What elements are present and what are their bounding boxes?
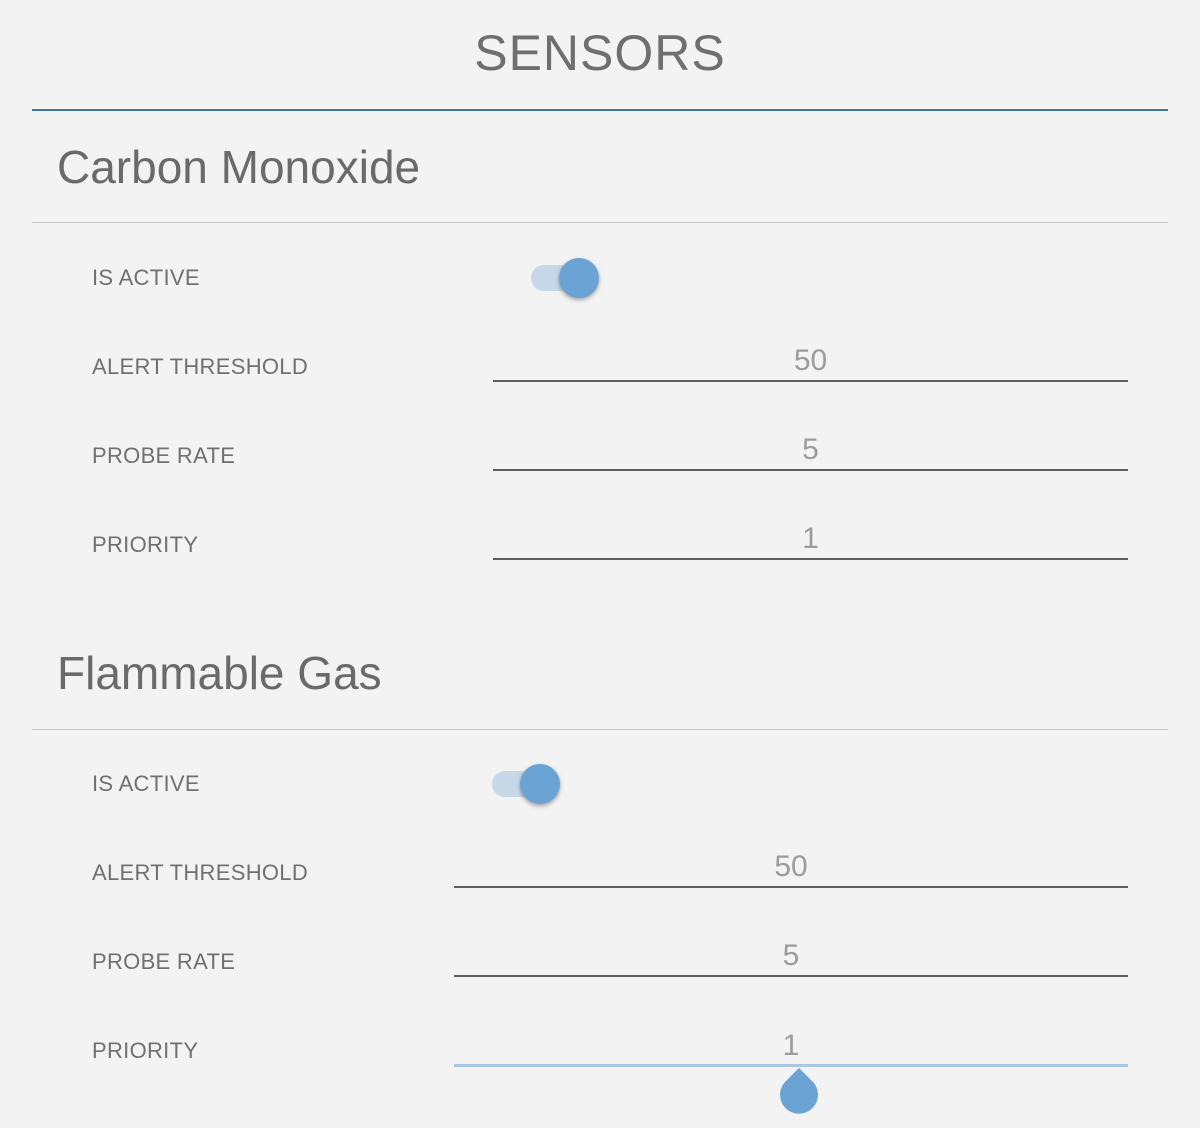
section-divider — [32, 729, 1168, 730]
probe-rate-label: PROBE RATE — [92, 443, 236, 468]
alert-threshold-label: ALERT THRESHOLD — [92, 860, 309, 885]
cursor-handle-icon[interactable] — [779, 1068, 819, 1114]
toggle-thumb[interactable] — [559, 258, 599, 298]
is-active-label: IS ACTIVE — [92, 771, 200, 796]
probe-rate-label: PROBE RATE — [92, 949, 236, 974]
title-divider — [32, 109, 1168, 111]
alert-threshold-field[interactable] — [493, 342, 1128, 382]
priority-input[interactable] — [493, 520, 1128, 558]
toggle-thumb[interactable] — [520, 764, 560, 804]
is-active-label: IS ACTIVE — [92, 265, 200, 290]
is-active-toggle[interactable] — [492, 760, 562, 804]
probe-rate-field[interactable] — [454, 937, 1128, 977]
alert-threshold-input[interactable] — [493, 342, 1128, 380]
priority-label: PRIORITY — [92, 532, 199, 557]
probe-rate-input[interactable] — [493, 431, 1128, 469]
priority-label: PRIORITY — [92, 1038, 199, 1063]
alert-threshold-label: ALERT THRESHOLD — [92, 354, 309, 379]
alert-threshold-input[interactable] — [454, 848, 1128, 886]
page-title: SENSORS — [474, 25, 726, 81]
probe-rate-field[interactable] — [493, 431, 1128, 471]
priority-field[interactable] — [454, 1027, 1128, 1067]
section-divider — [32, 222, 1168, 223]
is-active-toggle[interactable] — [531, 254, 601, 298]
priority-field[interactable] — [493, 520, 1128, 560]
section-title-flammable-gas: Flammable Gas — [57, 647, 382, 699]
alert-threshold-field[interactable] — [454, 848, 1128, 888]
section-title-carbon-monoxide: Carbon Monoxide — [57, 141, 421, 193]
priority-input[interactable] — [454, 1027, 1128, 1065]
probe-rate-input[interactable] — [454, 937, 1128, 975]
